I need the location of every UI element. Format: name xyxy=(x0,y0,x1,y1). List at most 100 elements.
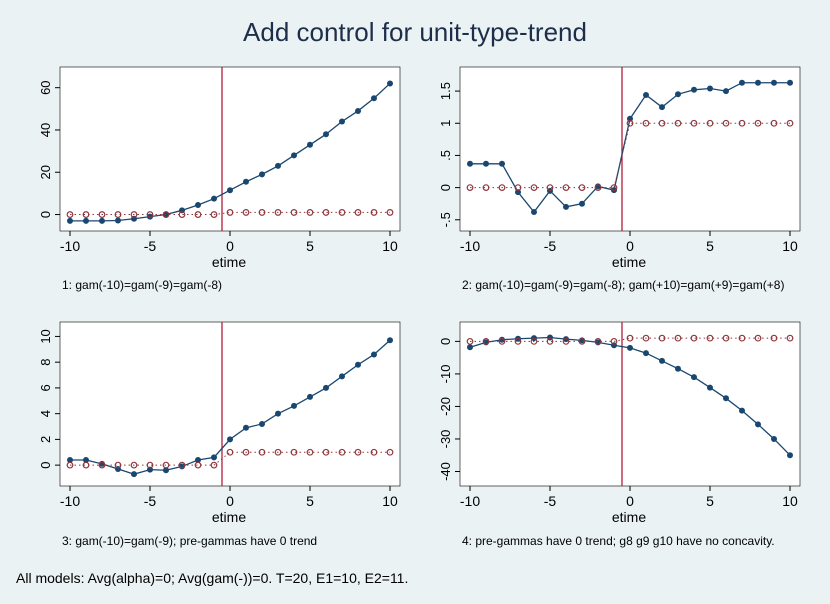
true-point xyxy=(562,337,570,345)
x-tick-label: 5 xyxy=(706,238,714,254)
estimate-point xyxy=(259,420,265,427)
true-point xyxy=(66,211,74,218)
y-tick-label: 40 xyxy=(38,123,53,137)
true-point xyxy=(690,119,698,127)
estimate-point xyxy=(99,217,105,224)
x-axis-title: etime xyxy=(612,254,646,270)
x-tick-label: 10 xyxy=(382,238,398,254)
true-point xyxy=(290,209,298,216)
true-point xyxy=(98,211,106,218)
x-tick-label: 5 xyxy=(306,493,314,509)
x-tick-label: 5 xyxy=(306,238,314,254)
true-point xyxy=(306,209,314,216)
estimate-point xyxy=(739,79,745,86)
true-point xyxy=(354,448,362,456)
estimate-point xyxy=(211,454,217,461)
estimate-point xyxy=(499,336,505,343)
true-point xyxy=(338,209,346,216)
estimate-point xyxy=(675,365,681,372)
true-point xyxy=(530,337,538,345)
true-point xyxy=(674,119,682,127)
estimate-point xyxy=(83,456,89,463)
true-point xyxy=(658,119,666,127)
estimate-point xyxy=(67,456,73,463)
estimate-point xyxy=(755,79,761,86)
true-point xyxy=(578,337,586,345)
true-point xyxy=(578,184,586,192)
estimate-point xyxy=(467,344,473,351)
x-tick-label: 10 xyxy=(382,493,398,509)
true-point xyxy=(770,334,778,342)
true-point xyxy=(130,211,138,218)
estimate-point xyxy=(659,357,665,364)
estimate-point xyxy=(243,178,249,185)
estimate-point xyxy=(339,118,345,125)
x-axis-title: etime xyxy=(212,509,246,525)
estimate-point xyxy=(467,160,473,167)
true-point xyxy=(706,334,714,342)
true-point xyxy=(162,461,170,469)
true-point xyxy=(370,209,378,216)
y-tick-label: 0 xyxy=(38,211,53,218)
estimate-point xyxy=(243,424,249,431)
estimate-point xyxy=(83,217,89,224)
estimate-point xyxy=(771,435,777,442)
y-tick-label: -30 xyxy=(438,430,453,449)
true-point xyxy=(658,334,666,342)
estimate-point xyxy=(723,88,729,95)
true-point xyxy=(738,119,746,127)
x-axis-title: etime xyxy=(612,509,646,525)
true-series-line xyxy=(70,211,390,216)
x-tick-label: 5 xyxy=(706,493,714,509)
true-point xyxy=(130,461,138,469)
true-point xyxy=(626,119,634,127)
true-point xyxy=(754,119,762,127)
true-point xyxy=(290,448,298,456)
panel-3: 0 2 4 6 8 10 -10 -5 0 5 10 etime 3: gam(-10)=gam(-9)… xyxy=(38,321,401,548)
x-tick-label: 10 xyxy=(782,493,798,509)
estimate-point xyxy=(227,187,233,194)
true-point xyxy=(162,211,170,218)
estimate-point xyxy=(659,104,665,111)
estimate-point xyxy=(275,410,281,417)
true-point xyxy=(210,461,218,469)
true-point xyxy=(482,184,490,192)
estimate-point xyxy=(707,384,713,391)
x-tick-label: 0 xyxy=(626,493,634,509)
y-tick-label: 60 xyxy=(38,80,53,94)
true-point xyxy=(370,448,378,456)
x-tick-label: -10 xyxy=(60,493,80,509)
true-point xyxy=(754,334,762,342)
true-point xyxy=(642,119,650,127)
x-tick-label: -5 xyxy=(544,238,557,254)
y-tick-label: -20 xyxy=(438,397,453,416)
true-point xyxy=(482,337,490,345)
y-tick-label: 8 xyxy=(38,359,53,366)
y-tick-label: .5 xyxy=(438,150,453,161)
true-point xyxy=(706,119,714,127)
estimate-point xyxy=(115,217,121,224)
estimate-point xyxy=(691,86,697,93)
panel-caption: 4: pre-gammas have 0 trend; g8 g9 g10 ha… xyxy=(462,534,775,548)
estimate-point xyxy=(531,209,537,216)
y-tick-label: 0 xyxy=(38,462,53,469)
x-tick-label: -5 xyxy=(544,493,557,509)
true-point xyxy=(594,184,602,192)
x-tick-label: 0 xyxy=(226,493,234,509)
true-point xyxy=(786,119,794,127)
estimate-point xyxy=(755,421,761,428)
estimate-point xyxy=(643,91,649,98)
true-point xyxy=(466,184,474,192)
true-point xyxy=(258,448,266,456)
estimate-point xyxy=(563,203,569,210)
true-point xyxy=(546,184,554,192)
true-series-line xyxy=(470,337,790,342)
true-series-line xyxy=(70,451,390,466)
estimate-point xyxy=(355,107,361,114)
true-point xyxy=(322,209,330,216)
true-point xyxy=(146,211,154,218)
true-point xyxy=(722,334,730,342)
y-tick-label: 0 xyxy=(438,338,453,345)
